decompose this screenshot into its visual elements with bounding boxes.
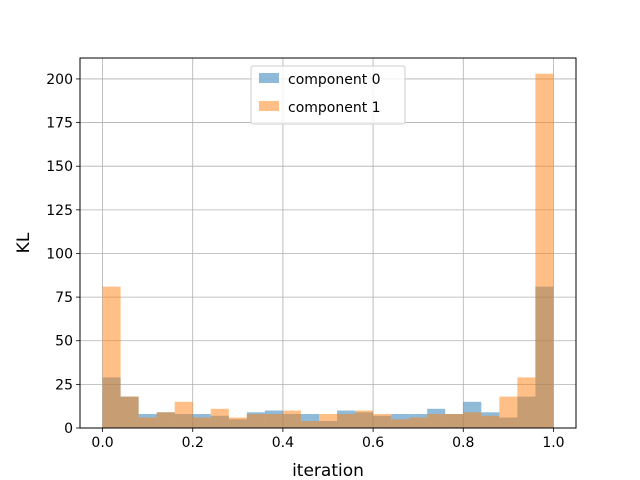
histogram-bar xyxy=(210,408,229,428)
histogram-bar xyxy=(156,412,175,428)
y-axis-label: KL xyxy=(14,232,34,253)
y-tick-label: 125 xyxy=(46,203,73,219)
histogram-bar xyxy=(355,410,374,428)
histogram-bar xyxy=(192,417,211,428)
histogram-bar xyxy=(282,410,301,428)
histogram-bar xyxy=(337,414,356,428)
histogram-bar xyxy=(499,396,518,428)
x-tick-label: 0.0 xyxy=(91,435,113,451)
histogram-bar xyxy=(264,414,283,428)
legend-label-component-1: component 1 xyxy=(288,100,381,116)
histogram-bar xyxy=(373,414,392,428)
y-tick-label: 175 xyxy=(46,116,73,132)
histogram-bar xyxy=(535,73,554,428)
legend-label-component-0: component 0 xyxy=(288,72,381,88)
y-tick-label: 200 xyxy=(46,72,73,88)
histogram-bar xyxy=(318,414,338,428)
x-axis-ticks: 0.0 0.2 0.4 0.6 0.8 1.0 xyxy=(91,428,565,451)
y-tick-label: 75 xyxy=(55,290,73,306)
histogram-bar xyxy=(246,414,265,428)
histogram-bar xyxy=(138,417,157,428)
histogram-bar xyxy=(427,414,446,428)
x-axis-label: iteration xyxy=(292,461,364,480)
x-tick-label: 1.0 xyxy=(542,435,564,451)
y-tick-label: 25 xyxy=(55,377,73,393)
y-tick-label: 100 xyxy=(46,246,73,262)
y-tick-label: 0 xyxy=(64,421,73,437)
histogram-bar xyxy=(481,415,500,428)
histogram-bar xyxy=(102,286,121,428)
x-tick-label: 0.2 xyxy=(182,435,204,451)
y-tick-label: 50 xyxy=(55,334,73,350)
histogram-bar xyxy=(445,414,464,428)
legend-swatch-component-0 xyxy=(259,73,279,83)
histogram-bar xyxy=(391,419,410,428)
histogram-bar xyxy=(517,377,536,428)
histogram-bar xyxy=(463,412,482,428)
series-component-1 xyxy=(102,73,554,428)
histogram-bar xyxy=(120,396,139,428)
histogram-bar xyxy=(409,417,428,428)
legend: component 0 component 1 xyxy=(250,65,406,125)
x-tick-label: 0.4 xyxy=(272,435,294,451)
x-tick-label: 0.8 xyxy=(452,435,474,451)
histogram-bar xyxy=(300,421,319,428)
histogram-bar xyxy=(228,417,247,428)
x-tick-label: 0.6 xyxy=(362,435,384,451)
histogram-bar xyxy=(174,401,193,428)
y-axis-ticks: 0 25 50 75 100 125 150 175 200 xyxy=(46,72,80,437)
y-tick-label: 150 xyxy=(46,159,73,175)
legend-frame xyxy=(250,65,406,125)
legend-swatch-component-1 xyxy=(259,101,279,111)
plot-area-frame xyxy=(79,57,577,429)
